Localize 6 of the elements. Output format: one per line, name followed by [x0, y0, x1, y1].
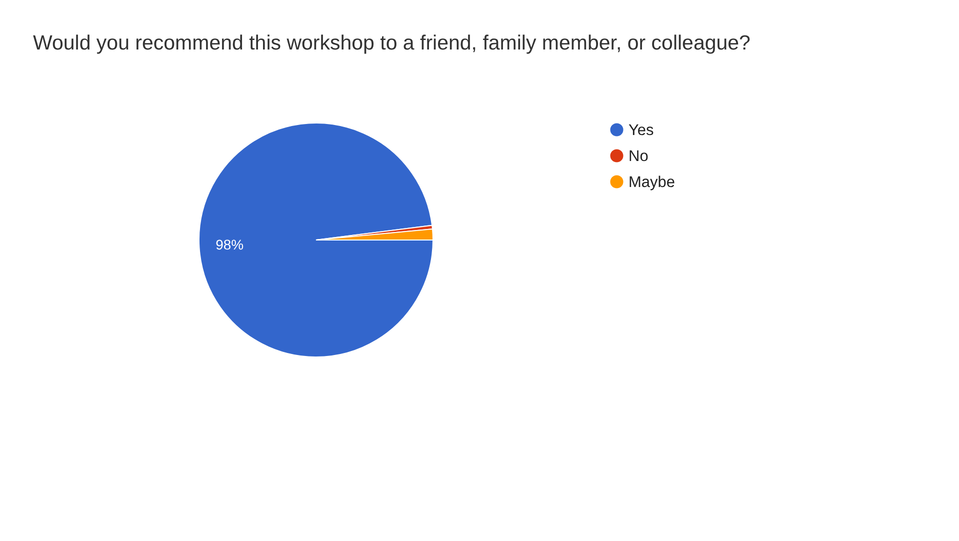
- legend-label: Maybe: [628, 174, 676, 191]
- data-label: 98%: [216, 236, 244, 252]
- legend-label: Yes: [628, 122, 654, 139]
- pie-slice: [198, 122, 434, 358]
- chart-title: Would you recommend this workshop to a friend, family member, or colleague?: [33, 32, 750, 54]
- legend-label: No: [628, 148, 648, 165]
